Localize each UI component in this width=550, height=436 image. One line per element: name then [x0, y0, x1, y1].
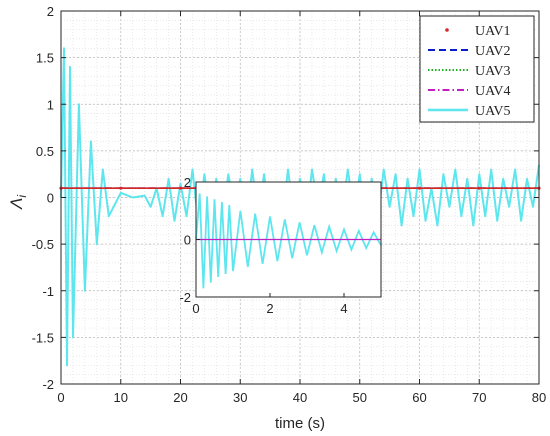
legend-label: UAV4	[475, 84, 511, 99]
inset-y-ticks: -2 0 2	[179, 175, 200, 305]
main-y-axis-label-symbol: Λ	[7, 198, 26, 210]
data-point	[119, 186, 123, 190]
legend-swatch	[445, 28, 449, 32]
legend-label: UAV1	[475, 24, 511, 39]
legend-label: UAV3	[475, 64, 511, 79]
main-y-ticks: -2 -1.5 -1 -0.5 0 0.5 1 1.5 2	[32, 4, 539, 392]
legend-label: UAV2	[475, 44, 511, 59]
inset-y-tick-label: -2	[179, 290, 191, 305]
y-tick-label: 0	[47, 191, 54, 206]
legend-item-uav4: UAV4	[428, 84, 511, 99]
x-tick-label: 20	[173, 390, 187, 405]
x-tick-label: 10	[114, 390, 128, 405]
y-tick-label: 1	[47, 97, 54, 112]
inset-series-uav5	[195, 193, 382, 289]
x-tick-label: 60	[412, 390, 426, 405]
legend: UAV1 UAV2 UAV3 UAV4 UAV5	[419, 15, 535, 123]
data-point	[417, 186, 422, 190]
main-y-axis-label-subscript: i	[15, 195, 29, 198]
legend-item-uav3: UAV3	[428, 64, 511, 79]
inset-y-tick-label: 0	[184, 233, 191, 248]
x-tick-label: 50	[353, 390, 367, 405]
legend-item-uav2: UAV2	[428, 44, 511, 59]
y-tick-label: 1.5	[36, 51, 54, 66]
x-tick-label: 0	[57, 390, 64, 405]
inset-x-ticks: 0 2 4	[192, 293, 348, 316]
legend-items: UAV1 UAV2 UAV3 UAV4 UAV5	[428, 24, 511, 119]
inset-x-tick-label: 4	[340, 301, 347, 316]
inset-series-layer	[195, 193, 382, 289]
legend-label: UAV5	[475, 104, 511, 119]
inset-x-tick-label: 2	[266, 301, 273, 316]
x-tick-label: 40	[293, 390, 307, 405]
data-point	[178, 186, 183, 190]
inset-series-line	[195, 193, 382, 289]
inset-x-tick-label: 0	[192, 301, 199, 316]
inset-y-tick-label: 2	[184, 175, 191, 190]
legend-item-uav1: UAV1	[445, 24, 511, 39]
x-tick-label: 70	[472, 390, 486, 405]
main-x-axis-label: time (s)	[275, 415, 325, 432]
legend-item-uav5: UAV5	[428, 104, 511, 119]
x-tick-label: 80	[532, 390, 546, 405]
y-tick-label: 2	[47, 4, 54, 19]
y-tick-label: 0.5	[36, 144, 54, 159]
y-tick-label: -1.5	[32, 330, 54, 345]
x-tick-label: 30	[233, 390, 247, 405]
y-tick-label: -2	[42, 377, 54, 392]
main-y-axis-label: Λi	[7, 195, 29, 210]
main-x-ticks: 0 10 20 30 40 50 60 70 80	[57, 11, 546, 405]
data-point	[477, 186, 481, 190]
y-tick-label: -0.5	[32, 237, 54, 252]
y-tick-label: -1	[42, 284, 54, 299]
